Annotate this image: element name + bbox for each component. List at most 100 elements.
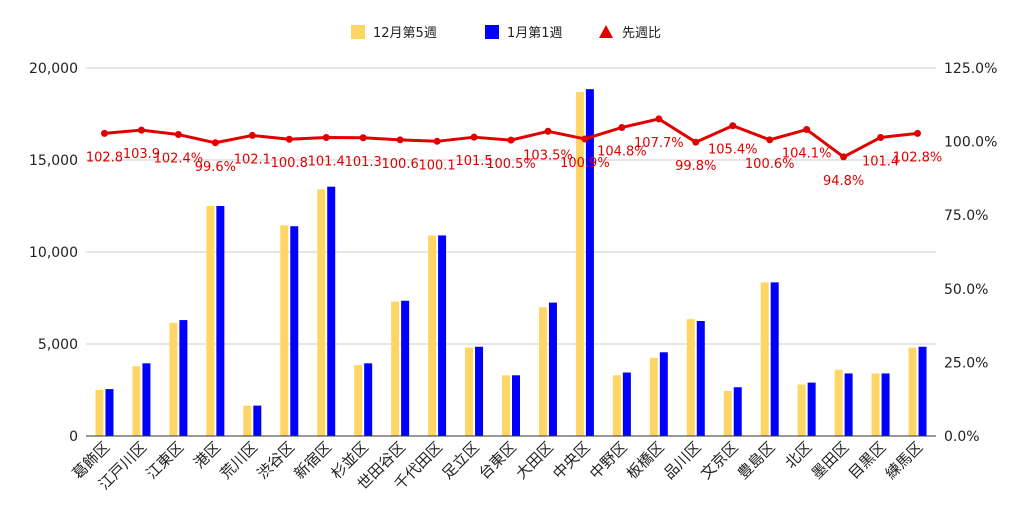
bar-1月第1週 — [327, 186, 336, 436]
bar-1月第1週 — [216, 206, 225, 436]
bar-1月第1週 — [105, 389, 114, 436]
bar-1月第1週 — [807, 382, 816, 436]
bar-1月第1週 — [770, 282, 779, 436]
ratio-point — [914, 129, 922, 137]
bar-1月第1週 — [696, 321, 705, 436]
x-category-label: 大田区 — [512, 438, 557, 483]
y-right-tick-label: 0.0% — [944, 429, 980, 445]
bar-1月第1週 — [844, 373, 853, 436]
ratio-point — [840, 153, 848, 161]
y-left-tick-label: 10,000 — [29, 245, 78, 261]
bar-12月第5週 — [575, 91, 584, 437]
bar-1月第1週 — [622, 372, 631, 436]
y-right-tick-label: 50.0% — [944, 282, 988, 298]
bar-12月第5週 — [354, 365, 363, 436]
ratio-data-label: 101.3 — [345, 155, 382, 170]
ratio-data-label: 101.4 — [862, 154, 899, 169]
bar-12月第5週 — [612, 375, 621, 436]
ratio-data-label: 100.9% — [560, 156, 610, 171]
bar-12月第5週 — [538, 307, 547, 436]
ratio-point — [803, 126, 811, 134]
bar-1月第1週 — [253, 405, 262, 436]
ratio-data-label: 104.8% — [597, 144, 647, 159]
ratio-point — [211, 139, 219, 147]
x-category-label: 板橋区 — [623, 438, 668, 483]
ratio-data-label: 103.9 — [123, 147, 160, 162]
legend-label-先週比: 先週比 — [622, 26, 661, 41]
y-left-tick-label: 20,000 — [29, 61, 78, 77]
y-axis-right: 0.0% 25.0% 50.0% 75.0% 100.0% 125.0% — [944, 61, 997, 445]
ratio-point — [100, 129, 108, 137]
y-right-tick-label: 125.0% — [944, 61, 997, 77]
bar-1月第1週 — [179, 320, 188, 436]
bar-1月第1週 — [548, 302, 557, 436]
ratio-data-label: 94.8% — [823, 174, 864, 189]
x-category-label: 江東区 — [143, 438, 188, 483]
bar-1月第1週 — [401, 300, 410, 436]
bar-12月第5週 — [169, 322, 178, 436]
bar-12月第5週 — [908, 347, 917, 436]
bar-12月第5週 — [686, 319, 695, 436]
y-left-tick-label: 0 — [69, 429, 78, 445]
ratio-data-label: 107.7% — [634, 136, 684, 151]
ratio-point — [729, 122, 737, 130]
bar-12月第5週 — [243, 405, 252, 436]
ratio-data-label: 99.6% — [195, 160, 236, 175]
y-left-tick-label: 15,000 — [29, 153, 78, 169]
x-category-label: 練馬区 — [882, 438, 927, 483]
ratio-point — [544, 127, 552, 135]
ratio-point — [174, 131, 182, 139]
bar-12月第5週 — [760, 282, 769, 436]
ratio-data-label: 100.6% — [745, 157, 795, 172]
ratio-data-label: 102.4% — [154, 152, 204, 167]
bar-12月第5週 — [206, 206, 215, 436]
legend-swatch-1月第1週 — [485, 25, 499, 39]
bar-1月第1週 — [881, 373, 890, 436]
x-category-label: 品川区 — [660, 438, 705, 483]
bar-12月第5週 — [502, 375, 510, 436]
x-category-label: 新宿区 — [290, 438, 335, 483]
y-axis-left: 0 5,000 10,000 15,000 20,000 — [29, 61, 78, 445]
bar-1月第1週 — [142, 363, 151, 436]
ratio-point — [396, 136, 404, 144]
y-right-tick-label: 100.0% — [944, 135, 997, 151]
x-category-label: 目黒区 — [845, 438, 890, 483]
bar-1月第1週 — [475, 346, 484, 436]
bar-12月第5週 — [834, 369, 843, 436]
ratio-data-label: 100.5% — [486, 157, 536, 172]
x-category-label: 中野区 — [586, 438, 631, 483]
bar-series — [95, 89, 927, 437]
legend-label-12月第5週: 12月第5週 — [373, 26, 437, 41]
bar-1月第1週 — [733, 387, 742, 436]
ratio-data-label: 100.1 — [418, 158, 455, 173]
bar-12月第5週 — [280, 225, 289, 436]
bar-12月第5週 — [649, 357, 658, 436]
ratio-data-label: 102.8% — [893, 150, 943, 165]
x-category-label: 文京区 — [697, 438, 742, 483]
ratio-data-label: 100.6 — [382, 157, 419, 172]
ratio-point — [359, 134, 367, 142]
ratio-point — [137, 126, 145, 134]
legend-label-1月第1週: 1月第1週 — [507, 26, 563, 41]
ratio-data-label: 104.1% — [782, 147, 832, 162]
chart-legend: 12月第5週 1月第1週 先週比 — [351, 25, 661, 41]
legend-swatch-12月第5週 — [351, 25, 365, 39]
ratio-point — [507, 136, 515, 144]
bar-12月第5週 — [871, 373, 880, 436]
x-category-label: 渋谷区 — [254, 438, 299, 483]
bar-1月第1週 — [659, 352, 668, 436]
ratio-data-label: 99.8% — [675, 159, 716, 174]
bar-1月第1週 — [918, 346, 927, 436]
ratio-line-series — [100, 115, 922, 161]
bar-12月第5週 — [465, 347, 474, 436]
ratio-point — [877, 133, 885, 141]
ratio-point — [618, 123, 626, 131]
ratio-point — [248, 131, 256, 139]
ratio-data-label: 105.4% — [708, 143, 758, 158]
y-left-tick-label: 5,000 — [38, 337, 78, 353]
bar-1月第1週 — [512, 375, 520, 436]
ratio-data-label: 101.4 — [308, 154, 345, 169]
x-category-label: 足立区 — [438, 438, 483, 483]
